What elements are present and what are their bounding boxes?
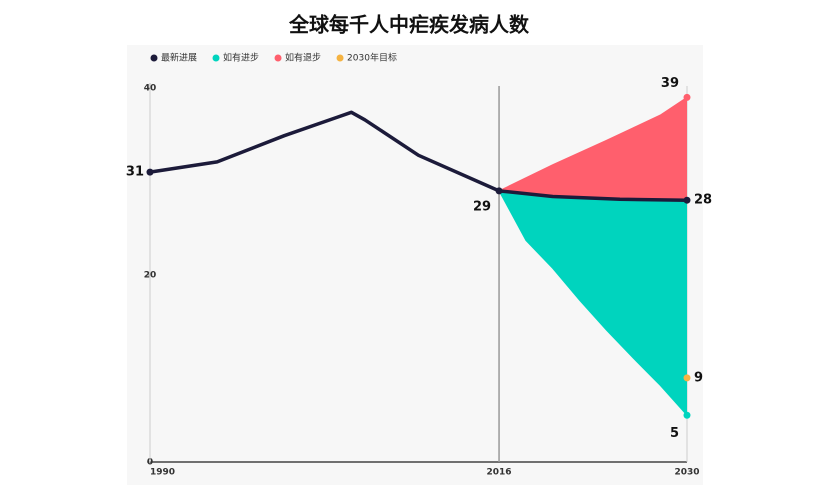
legend-swatch <box>212 54 220 62</box>
regress-line <box>498 96 688 192</box>
regress-area <box>499 97 687 201</box>
data-point <box>683 411 691 419</box>
data-label: 29 <box>473 199 491 214</box>
latest-line <box>149 110 688 202</box>
legend-label: 如有退步 <box>285 52 321 64</box>
data-point <box>495 187 503 195</box>
x-tick-label: 1990 <box>150 468 175 478</box>
legend-swatch <box>150 54 158 62</box>
data-point <box>146 168 154 176</box>
x-tick-label: 2016 <box>487 468 512 478</box>
legend-label: 2030年目标 <box>347 52 397 64</box>
legend-swatch <box>336 54 344 62</box>
data-point <box>683 374 691 382</box>
progress-line <box>498 190 688 416</box>
data-label: 9 <box>694 370 703 385</box>
data-point <box>683 196 691 204</box>
legend-label: 最新进展 <box>161 52 197 64</box>
x-tick-label: 2030 <box>674 468 699 478</box>
data-label: 5 <box>670 426 679 441</box>
data-label: 39 <box>661 76 679 91</box>
data-label: 28 <box>694 193 712 208</box>
progress-area <box>499 190 687 416</box>
legend-label: 如有进步 <box>223 52 259 64</box>
legend-swatch <box>274 54 282 62</box>
chart-title: 全球每千人中疟疾发病人数 <box>288 13 530 37</box>
y-tick-label: 0 <box>147 458 153 468</box>
data-label: 31 <box>126 165 144 180</box>
data-point <box>683 93 691 101</box>
